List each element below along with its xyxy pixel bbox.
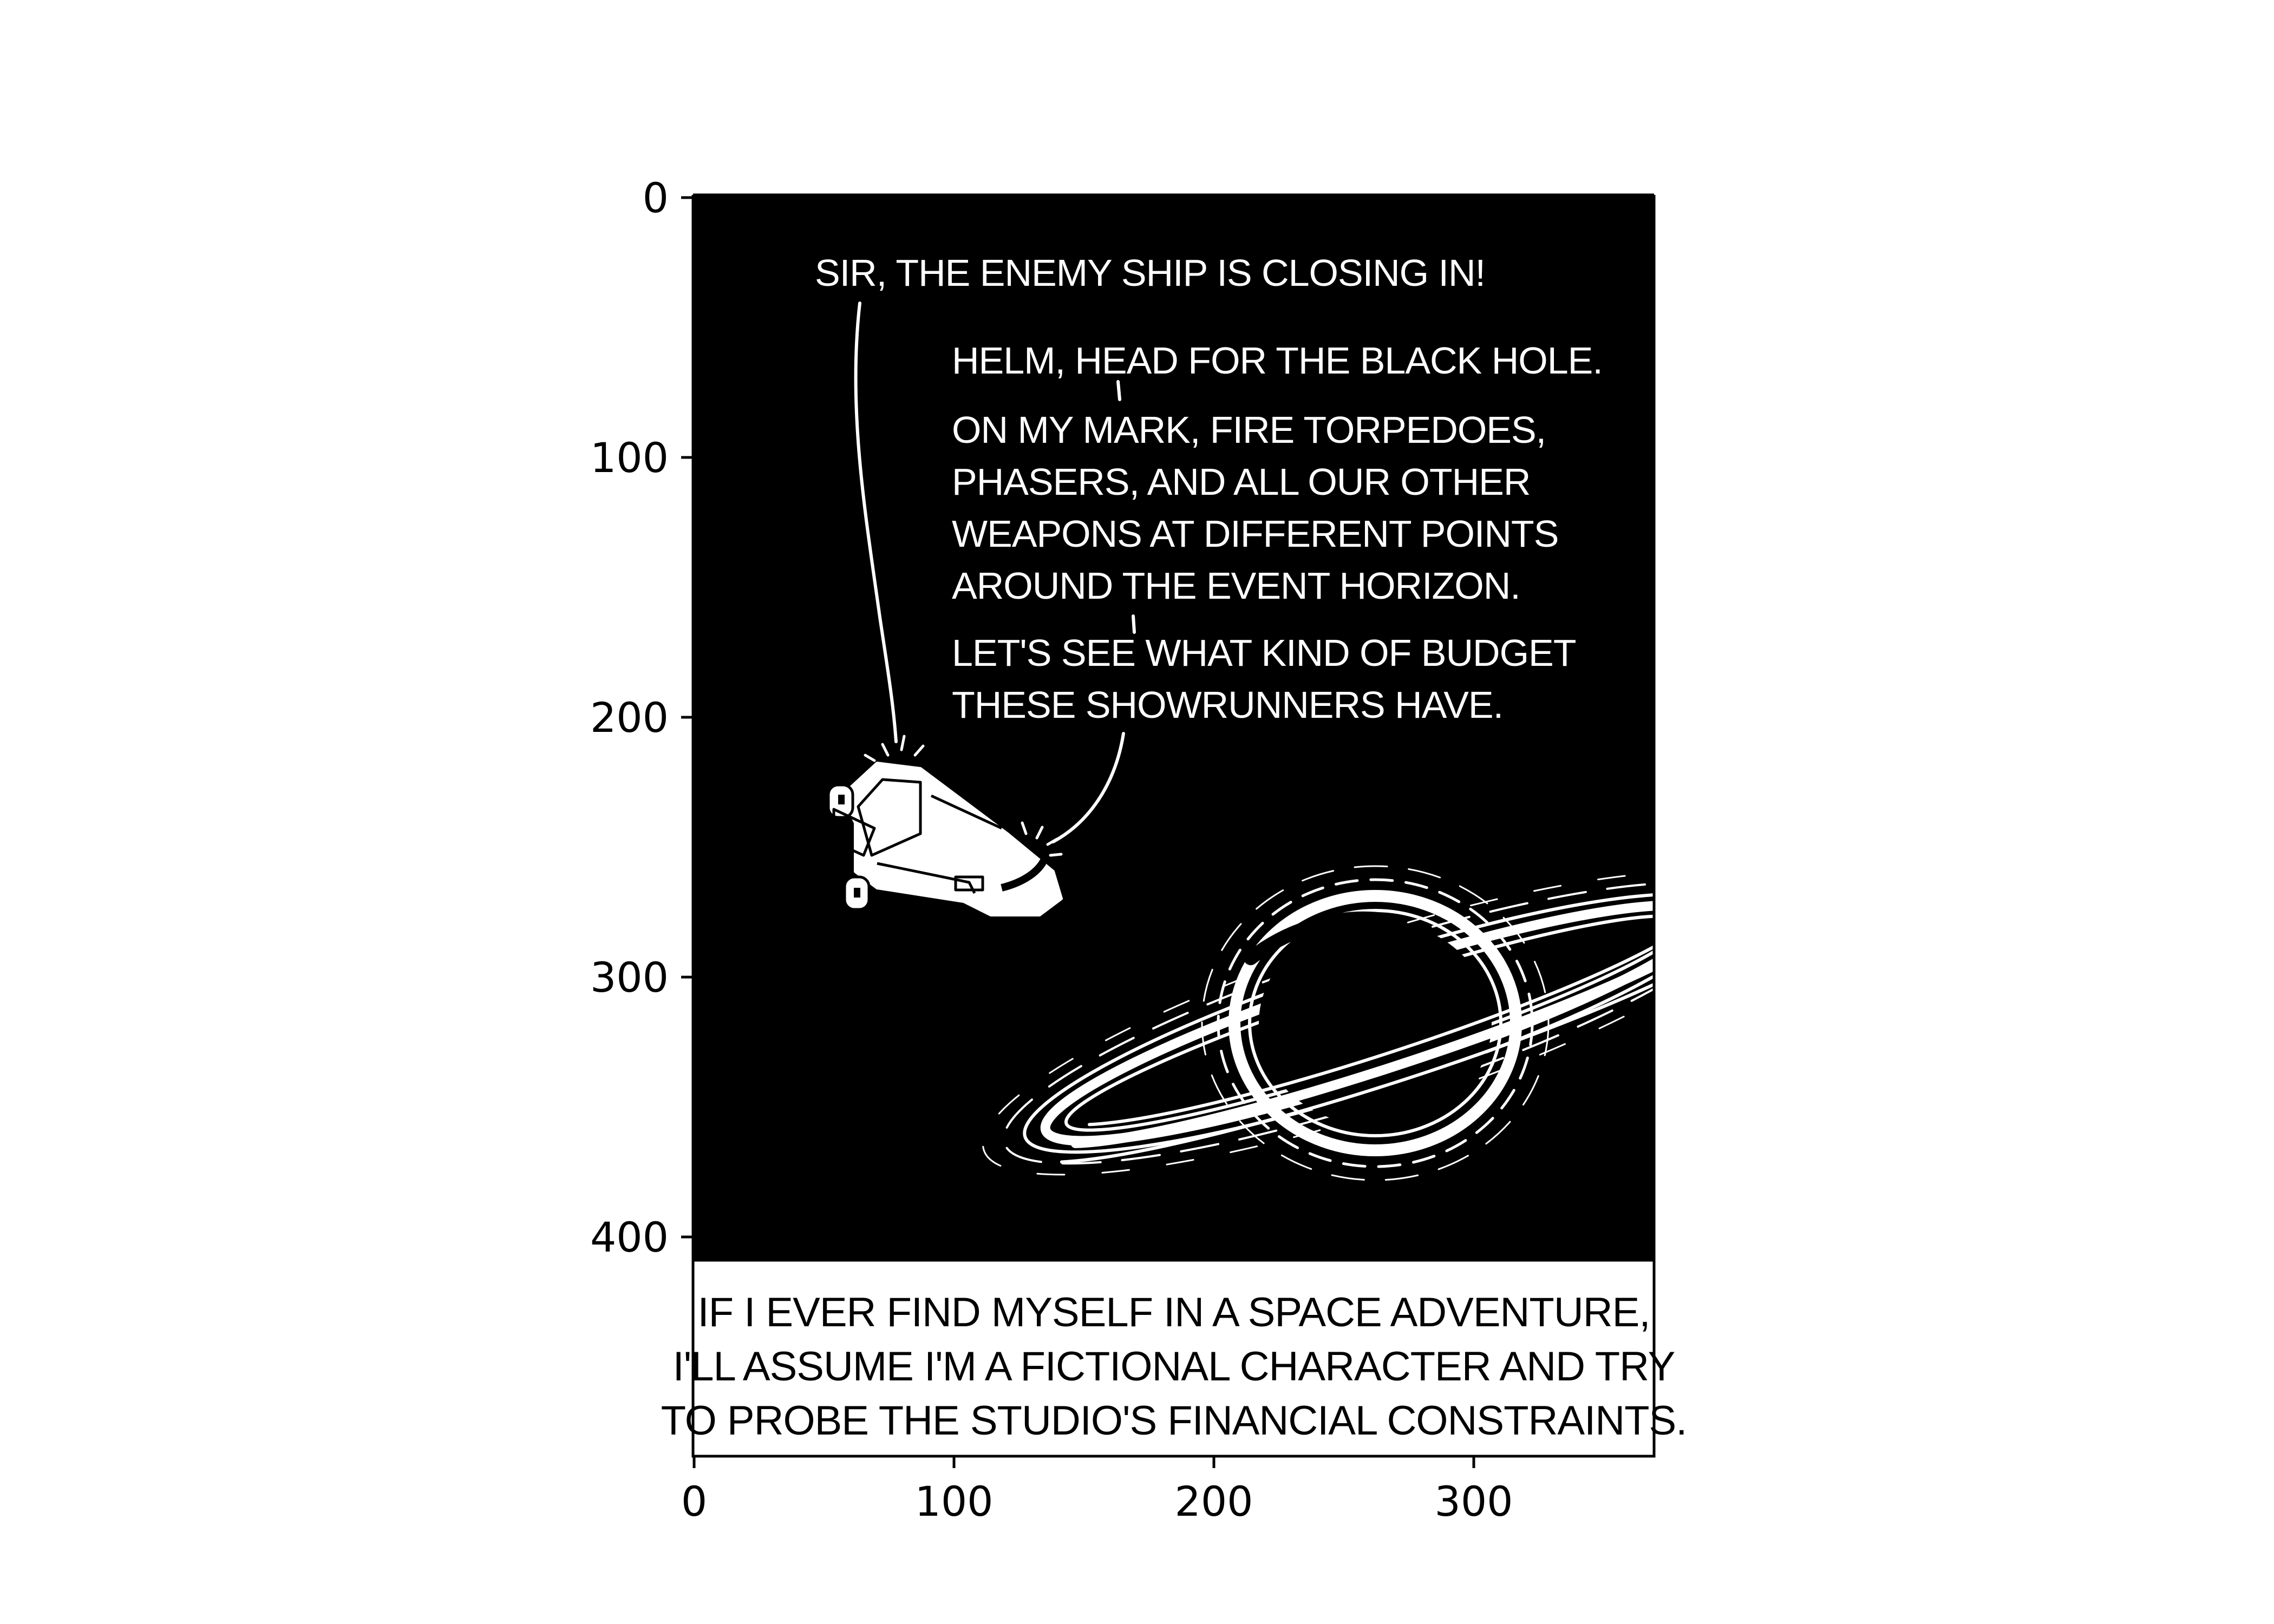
black-hole-illustration	[982, 865, 1768, 1181]
x-tick-label: 100	[914, 1477, 993, 1525]
speech-captain-line-5: AROUND THE EVENT HORIZON.	[952, 565, 1520, 607]
speech-captain-line-6: LET'S SEE WHAT KIND OF BUDGET	[952, 632, 1576, 674]
speech-captain-line-4: WEAPONS AT DIFFERENT POINTS	[952, 513, 1558, 555]
y-tick-label: 300	[590, 953, 669, 1001]
speech-officer: SIR, THE ENEMY SHIP IS CLOSING IN!	[815, 252, 1485, 294]
speech-captain-line-3: PHASERS, AND ALL OUR OTHER	[952, 461, 1530, 503]
x-tick-label: 0	[681, 1477, 707, 1525]
axes-frame	[691, 193, 1656, 1458]
speech-captain-line-1: HELM, HEAD FOR THE BLACK HOLE.	[952, 339, 1603, 382]
speech-tails	[854, 302, 1136, 843]
y-tick-label: 200	[590, 693, 669, 742]
caption-line-3: TO PROBE THE STUDIO'S FINANCIAL CONSTRAI…	[661, 1398, 1687, 1444]
caption-line-1: IF I EVER FIND MYSELF IN A SPACE ADVENTU…	[698, 1289, 1650, 1335]
x-tick-label: 200	[1174, 1477, 1253, 1525]
spaceship-illustration	[827, 735, 1063, 916]
y-tick-label: 0	[643, 174, 669, 222]
y-tick-label: 400	[590, 1213, 669, 1261]
x-tick-label: 300	[1434, 1477, 1513, 1525]
speech-captain-line-2: ON MY MARK, FIRE TORPEDOES,	[952, 409, 1546, 451]
caption-line-2: I'LL ASSUME I'M A FICTIONAL CHARACTER AN…	[673, 1344, 1675, 1390]
speech-captain-line-7: THESE SHOWRUNNERS HAVE.	[952, 684, 1503, 726]
caption-box	[691, 1259, 1656, 1458]
y-tick-label: 100	[590, 434, 669, 482]
y-axis: 0 100 200 300 400	[590, 174, 693, 1261]
comic-image: SIR, THE ENEMY SHIP IS CLOSING IN! HELM,…	[661, 195, 1768, 1458]
x-axis: 0 100 200 300	[681, 1456, 1513, 1525]
